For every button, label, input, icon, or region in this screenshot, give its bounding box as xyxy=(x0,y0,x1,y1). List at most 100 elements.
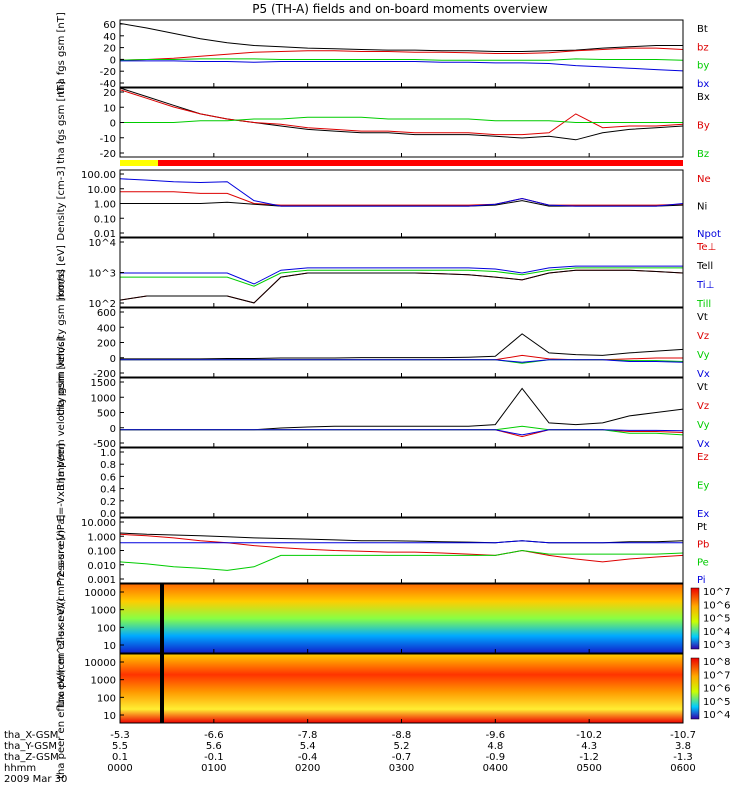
y-tick-label: -500 xyxy=(93,439,116,450)
legend-entry: Vy xyxy=(697,420,710,431)
y-tick-label: 10^2 xyxy=(89,299,116,310)
y-tick-label: 40 xyxy=(103,32,116,43)
series-line xyxy=(119,178,684,207)
x-axis-date: 2009 Mar 30 xyxy=(4,774,67,785)
panel-8: 10.000 1.000 0.100 0.010 0.001 Pt Pb Pe Pi Pressu… xyxy=(56,515,709,587)
y-axis-label: tha fgs gsm [nT] xyxy=(56,12,67,95)
x-axis-value: 0.1 xyxy=(112,752,128,763)
legend-entry: bz xyxy=(697,42,709,53)
spectrogram xyxy=(120,654,683,723)
colorbar-label: 10^4 xyxy=(703,627,730,638)
x-axis-value: 5.4 xyxy=(300,741,316,752)
x-axis-value: -1.3 xyxy=(673,752,693,763)
x-axis-value: 5.5 xyxy=(112,741,128,752)
panel-frame xyxy=(119,377,684,448)
x-axis-value: 0600 xyxy=(670,763,695,774)
colorbar-label: 10^3 xyxy=(703,640,730,651)
legend-entry: Vx xyxy=(697,439,710,450)
y-tick-label: 400 xyxy=(97,323,116,334)
y-tick-label: 10 xyxy=(103,711,116,722)
x-axis-value: -8.8 xyxy=(392,730,412,741)
legend-entry: Vt xyxy=(697,312,708,323)
series-line xyxy=(119,89,684,136)
x-axis-value: -0.9 xyxy=(486,752,506,763)
legend-entry: Vy xyxy=(697,350,710,361)
series-line xyxy=(119,549,684,571)
legend-entry: Ni xyxy=(697,202,707,213)
legend-entry: Ex xyxy=(697,509,709,520)
figure-title: P5 (TH-A) fields and on-board moments ov… xyxy=(252,2,548,16)
x-axis-value: 0200 xyxy=(295,763,320,774)
y-tick-label: -20 xyxy=(100,67,116,78)
legend-entry: Ez xyxy=(697,452,709,463)
legend-entry: Te⊥ xyxy=(696,242,716,253)
panel-frame xyxy=(119,19,684,88)
colorbar-label: 10^6 xyxy=(703,684,730,695)
series-line xyxy=(120,359,684,363)
y-tick-label: 10000 xyxy=(84,658,116,669)
y-tick-label: 100.00 xyxy=(81,170,116,181)
legend-entry: Ey xyxy=(697,481,709,492)
legend-entry: Till xyxy=(696,299,711,310)
legend-entry: Vt xyxy=(697,382,708,393)
y-tick-label: -10 xyxy=(100,134,116,145)
colorbar-label: 10^7 xyxy=(703,670,730,681)
y-tick-label: 0 xyxy=(110,119,116,130)
x-axis-row-label: tha_Z-GSM xyxy=(4,752,59,763)
x-axis-value: -9.6 xyxy=(486,730,506,741)
series-line xyxy=(120,429,684,438)
x-axis-row-label: tha_X-GSM xyxy=(4,730,58,741)
panel-4: 10^4 10^3 10^2 Te⊥ Tell Ti⊥ Till moms [eV] xyxy=(56,237,716,310)
status-bar-segment xyxy=(120,160,158,166)
y-tick-label: 0 xyxy=(110,55,116,66)
x-axis-table: tha_X-GSM -5.3 -6.6 -7.8 -8.8 -9.6 -10.2 -10.7 t… xyxy=(4,730,696,785)
colorbar-label: 10^7 xyxy=(703,587,730,598)
x-axis-value: -0.4 xyxy=(298,752,318,763)
panel-frame xyxy=(119,307,684,378)
y-tick-label: 20 xyxy=(103,88,116,99)
x-axis-value: -7.8 xyxy=(298,730,318,741)
y-tick-label: 100 xyxy=(97,623,116,634)
y-tick-label: 0.8 xyxy=(100,460,116,471)
y-axis-label: tha peir en eflux eV/(cm^2-s-sr-eV) xyxy=(56,530,67,708)
panel-7: 1.00.80.6 0.40.20.0 Ez Ey Ex E=-VxB [mV/m] xyxy=(56,443,709,521)
legend-entry: Pt xyxy=(697,522,707,533)
x-axis-row-label: hhmm xyxy=(4,763,36,774)
y-tick-label: 1.0 xyxy=(100,448,116,459)
data-gap xyxy=(160,654,164,723)
x-axis-value: -6.6 xyxy=(204,730,224,741)
spectrogram xyxy=(120,584,683,653)
y-tick-label: 10 xyxy=(103,103,116,114)
x-axis-value: 3.8 xyxy=(675,741,691,752)
panel-3: 100.00 10.00 1.00 0.10 0.01 Ne Ni Npot Density [… xyxy=(56,166,721,240)
y-axis-label: tha peer en eflux eV/(cm^2-s-sr-eV) xyxy=(56,598,67,779)
y-tick-label: 600 xyxy=(97,308,116,319)
series-line xyxy=(120,429,684,436)
y-tick-label: 1.00 xyxy=(94,200,116,211)
y-tick-label: 1000 xyxy=(91,393,116,404)
colorbar xyxy=(690,657,700,720)
y-tick-label: 0.100 xyxy=(87,547,116,558)
series-line xyxy=(120,267,683,287)
series-line xyxy=(119,22,683,52)
y-tick-label: 10 xyxy=(103,641,116,652)
series-line xyxy=(120,333,684,360)
y-tick-label: 10000 xyxy=(84,588,116,599)
colorbar-label: 10^4 xyxy=(703,710,730,721)
panel-6: 1500 1000 500 0 -500 Vt Vz Vy Vx tha peem velocit… xyxy=(56,338,710,488)
y-tick-label: -20 xyxy=(100,149,116,160)
legend-entry: Npot xyxy=(697,229,721,240)
data-gap xyxy=(160,584,164,653)
panel-5: 600 400 200 0 -200 Vt Vz Vy Vx tha peim velocity … xyxy=(56,269,710,416)
y-tick-label: 10^3 xyxy=(89,269,116,280)
x-axis-value: -0.1 xyxy=(204,752,224,763)
y-tick-label: 10^4 xyxy=(89,238,116,249)
series-line xyxy=(119,269,684,304)
x-axis-value: 0400 xyxy=(483,763,508,774)
y-axis-label: E=-VxB [mV/m] xyxy=(56,443,67,521)
y-axis-label: moms [eV] xyxy=(56,245,67,300)
legend-entry: bx xyxy=(697,79,709,90)
x-axis-value: 5.6 xyxy=(206,741,222,752)
